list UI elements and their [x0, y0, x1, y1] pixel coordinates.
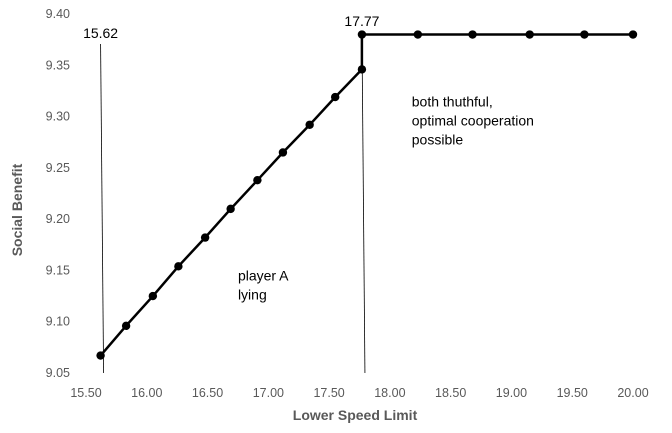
data-point: [174, 262, 183, 271]
reference-line: [361, 31, 366, 374]
data-point: [121, 321, 131, 331]
annotation-line: lying: [238, 287, 267, 303]
x-tick-label: 18.50: [435, 386, 466, 400]
data-point: [148, 291, 158, 301]
y-tick-label: 9.30: [46, 110, 70, 124]
x-tick-label: 17.00: [253, 386, 284, 400]
y-tick-label: 9.40: [46, 7, 70, 21]
annotation-line: optimal cooperation: [412, 112, 534, 128]
data-point: [330, 92, 340, 102]
x-axis-ticks: 15.50 16.00 16.50 17.00 17.50 18.00 18.50 19.00…: [70, 386, 648, 400]
data-point: [525, 30, 534, 39]
x-tick-label: 16.50: [192, 386, 223, 400]
x-tick-label: 19.00: [496, 386, 527, 400]
annotations: player A lying both thuthful, optimal coope…: [238, 93, 534, 302]
data-point: [200, 233, 210, 242]
data-point: [468, 30, 477, 39]
x-tick-label: 16.00: [131, 386, 162, 400]
y-tick-label: 9.25: [46, 161, 70, 175]
data-point: [253, 175, 262, 185]
x-tick-label: 19.50: [557, 386, 588, 400]
data-point: [226, 204, 235, 214]
y-tick-label: 9.35: [46, 58, 70, 72]
annotation-text: player A lying: [238, 268, 289, 303]
data-point: [357, 30, 367, 39]
data-point: [278, 148, 288, 157]
data-point: [96, 351, 105, 360]
y-tick-label: 9.20: [46, 212, 70, 226]
x-tick-label: 17.50: [313, 386, 344, 400]
annotation-line: possible: [412, 131, 464, 147]
y-axis-ticks: 9.05 9.10 9.15 9.20 9.25 9.30 9.35 9.40: [46, 7, 70, 380]
annotation-line: player A: [238, 268, 289, 284]
data-point: [628, 30, 638, 39]
series-line: [99, 33, 633, 357]
data-point: [305, 120, 314, 129]
x-tick-label: 15.50: [70, 386, 101, 400]
data-point: [580, 30, 589, 39]
reference-line: [100, 43, 104, 374]
data-point: [357, 65, 367, 74]
y-tick-label: 9.15: [46, 263, 70, 277]
reference-line-label: 15.62: [83, 25, 118, 41]
annotation-line: both thuthful,: [412, 93, 493, 109]
y-tick-label: 9.10: [46, 315, 70, 329]
reference-lines: 15.62 17.77: [83, 13, 380, 374]
x-axis-title: Lower Speed Limit: [293, 407, 418, 423]
data-point: [413, 30, 423, 39]
y-tick-label: 9.05: [46, 366, 70, 380]
x-tick-label: 18.00: [374, 386, 405, 400]
series-layer: [96, 30, 638, 360]
annotation-text: both thuthful, optimal cooperation possibl…: [412, 93, 534, 147]
x-tick-label: 20.00: [617, 386, 648, 400]
y-axis-title: Social Benefit: [9, 163, 25, 256]
reference-line-label: 17.77: [344, 13, 379, 29]
